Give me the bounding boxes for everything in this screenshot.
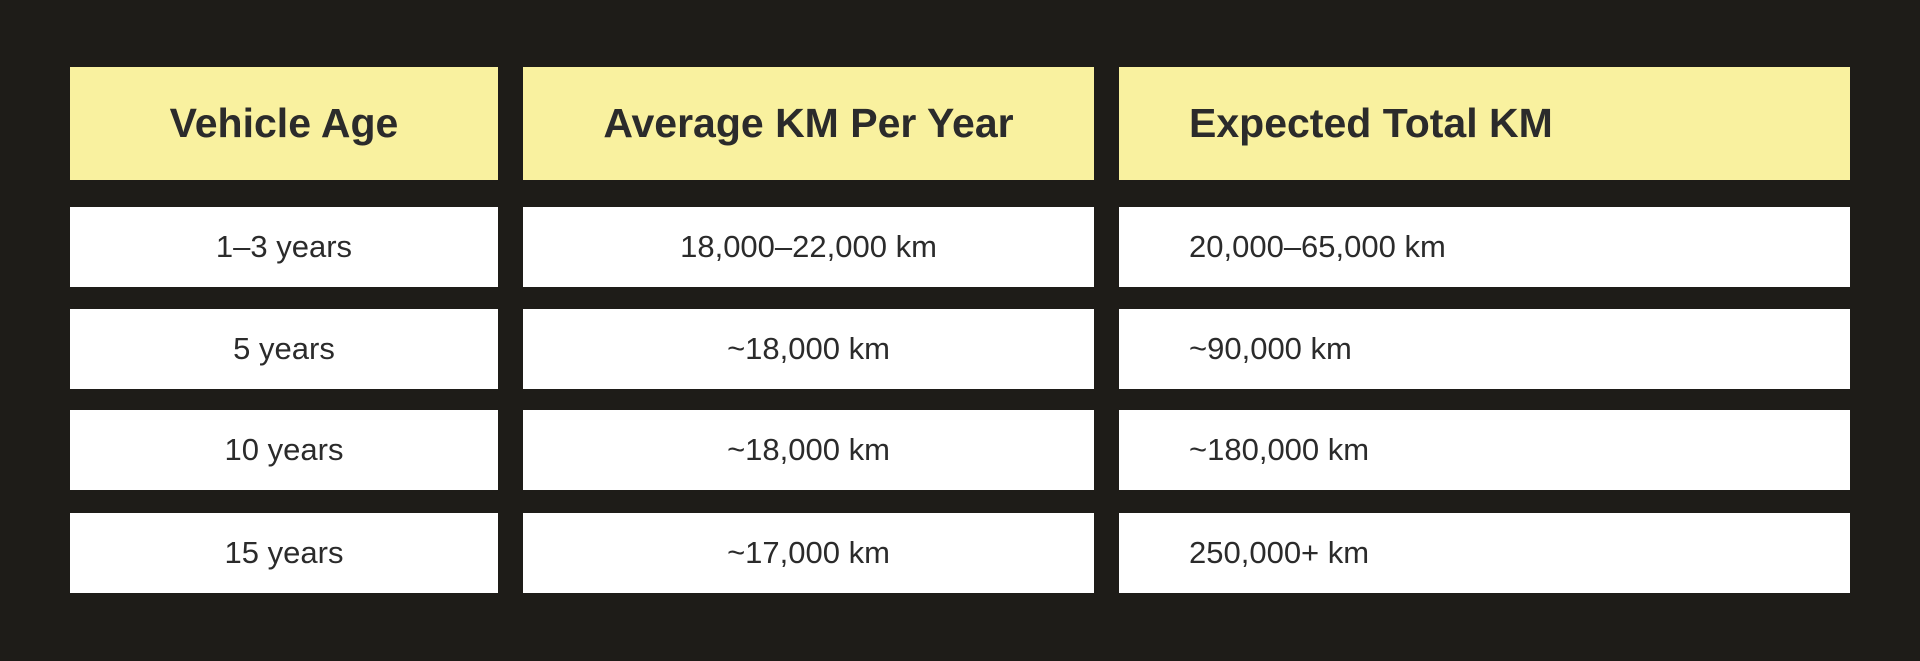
- table-cell: ~90,000 km: [1119, 309, 1850, 389]
- table-cell: 250,000+ km: [1119, 513, 1850, 593]
- table-cell: 15 years: [70, 513, 498, 593]
- table-cell: 10 years: [70, 410, 498, 490]
- header-vehicle-age: Vehicle Age: [70, 67, 498, 180]
- header-expected-total-km: Expected Total KM: [1119, 67, 1850, 180]
- table-cell: ~18,000 km: [523, 410, 1094, 490]
- table-cell: 5 years: [70, 309, 498, 389]
- table-cell: 18,000–22,000 km: [523, 207, 1094, 287]
- table-cell: 20,000–65,000 km: [1119, 207, 1850, 287]
- table-cell: ~180,000 km: [1119, 410, 1850, 490]
- table-cell: ~17,000 km: [523, 513, 1094, 593]
- header-average-km-per-year: Average KM Per Year: [523, 67, 1094, 180]
- table-cell: ~18,000 km: [523, 309, 1094, 389]
- table-cell: 1–3 years: [70, 207, 498, 287]
